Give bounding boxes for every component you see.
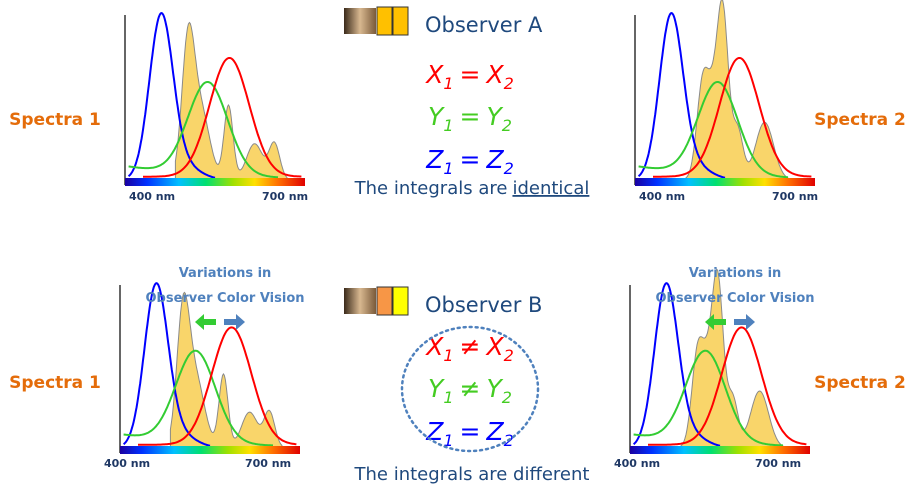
spectrum-fill bbox=[679, 268, 793, 449]
eq-sub: 2 bbox=[502, 388, 512, 407]
eq-op: ≠ bbox=[460, 332, 481, 361]
red-curve bbox=[143, 57, 302, 178]
wavelength-bar bbox=[635, 178, 815, 186]
red-curve bbox=[653, 57, 812, 178]
axis-start-label: 400 nm bbox=[129, 190, 175, 203]
summary-text: The integrals are different bbox=[354, 464, 590, 485]
wavelength-bar bbox=[630, 446, 810, 454]
variation-caption: Observer Color Vision bbox=[145, 291, 304, 306]
eye-icon bbox=[344, 288, 376, 314]
axis-end-label: 700 nm bbox=[245, 457, 291, 470]
eq-op: = bbox=[460, 102, 481, 131]
eq-sub: 2 bbox=[504, 74, 514, 93]
eq-sub: 1 bbox=[443, 388, 453, 407]
axis-end-label: 700 nm bbox=[262, 190, 308, 203]
color-swatch bbox=[392, 6, 409, 36]
blue-curve bbox=[632, 282, 721, 447]
observer-name: Observer B bbox=[425, 293, 542, 317]
eq-sub: 2 bbox=[502, 116, 512, 135]
spectra-label: Spectra 1 bbox=[9, 110, 101, 130]
equation: Z1 = Z2 bbox=[425, 145, 514, 178]
eq-var: Z bbox=[485, 417, 504, 446]
axis-start-label: 400 nm bbox=[639, 190, 685, 203]
eq-var: X bbox=[484, 60, 504, 89]
equation: Z1 = Z2 bbox=[425, 417, 514, 450]
eq-sub: 2 bbox=[504, 159, 514, 178]
eq-op: = bbox=[460, 145, 481, 174]
shift-arrow-left bbox=[705, 314, 726, 330]
eq-op: = bbox=[460, 417, 481, 446]
equation: X1 = X2 bbox=[424, 60, 514, 93]
color-swatch bbox=[376, 6, 393, 36]
eq-sub: 1 bbox=[443, 431, 453, 450]
color-swatch bbox=[376, 286, 393, 316]
eq-sub: 1 bbox=[443, 74, 453, 93]
axis-end-label: 700 nm bbox=[755, 457, 801, 470]
summary: The integrals are different bbox=[354, 464, 590, 485]
shift-arrow-right bbox=[734, 314, 755, 330]
spectra-label: Spectra 2 bbox=[814, 110, 906, 130]
axis-end-label: 700 nm bbox=[772, 190, 818, 203]
variation-caption: Variations in bbox=[179, 266, 272, 281]
eq-var: X bbox=[424, 332, 444, 361]
shift-arrow-right bbox=[224, 314, 245, 330]
variation-caption: Observer Color Vision bbox=[655, 291, 814, 306]
shift-arrow-left bbox=[195, 314, 216, 330]
spectra-label: Spectra 2 bbox=[814, 373, 906, 393]
eq-op: = bbox=[460, 60, 481, 89]
eq-var: Y bbox=[428, 374, 445, 403]
summary-emphasis: identical bbox=[512, 178, 589, 199]
wavelength-bar bbox=[120, 446, 300, 454]
eq-var: Y bbox=[428, 102, 445, 131]
eq-op: ≠ bbox=[460, 374, 481, 403]
eye-icon bbox=[344, 8, 376, 34]
blue-curve bbox=[127, 12, 216, 179]
eq-var: Y bbox=[486, 374, 503, 403]
eq-var: Y bbox=[486, 102, 503, 131]
spectrum-fill bbox=[684, 0, 798, 181]
green-curve bbox=[128, 81, 279, 179]
equation: X1 ≠ X2 bbox=[424, 332, 514, 365]
blue-curve bbox=[637, 12, 726, 179]
green-curve bbox=[633, 349, 783, 447]
spectrum-fill bbox=[169, 291, 283, 449]
blue-curve bbox=[122, 282, 211, 447]
wavelength-bar bbox=[125, 178, 305, 186]
eq-var: Z bbox=[485, 145, 504, 174]
eq-var: X bbox=[424, 60, 444, 89]
eq-sub: 2 bbox=[504, 346, 514, 365]
axis-start-label: 400 nm bbox=[104, 457, 150, 470]
variation-caption: Variations in bbox=[689, 266, 782, 281]
equation: Y1 = Y2 bbox=[428, 102, 512, 135]
eq-var: Z bbox=[425, 145, 444, 174]
eq-sub: 1 bbox=[443, 346, 453, 365]
highlight-ellipse bbox=[400, 325, 540, 453]
axis-start-label: 400 nm bbox=[614, 457, 660, 470]
summary-text: The integrals are bbox=[354, 178, 508, 199]
color-swatch bbox=[392, 286, 409, 316]
red-curve bbox=[648, 326, 807, 446]
spectra-label: Spectra 1 bbox=[9, 373, 101, 393]
red-curve bbox=[138, 326, 297, 446]
eq-var: X bbox=[484, 332, 504, 361]
equation: Y1 ≠ Y2 bbox=[428, 374, 512, 407]
green-curve bbox=[638, 81, 789, 179]
observer-name: Observer A bbox=[425, 13, 543, 37]
eq-sub: 1 bbox=[443, 159, 453, 178]
spectrum-fill bbox=[174, 21, 288, 181]
green-curve bbox=[123, 349, 273, 447]
eq-sub: 1 bbox=[443, 116, 453, 135]
summary: The integrals are identical bbox=[354, 178, 590, 199]
